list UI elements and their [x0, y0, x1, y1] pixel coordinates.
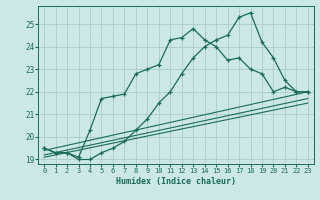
X-axis label: Humidex (Indice chaleur): Humidex (Indice chaleur)	[116, 177, 236, 186]
